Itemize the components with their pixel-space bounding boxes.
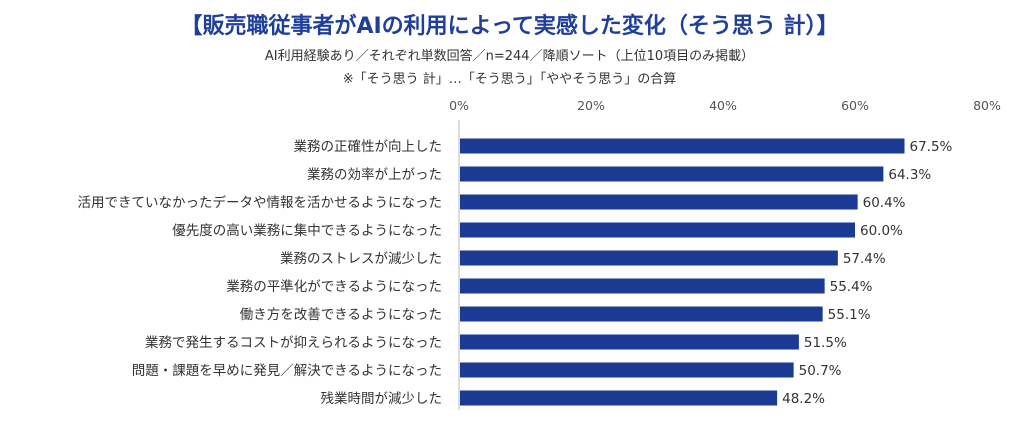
x-tick-label: 80% xyxy=(973,98,1001,113)
bar xyxy=(460,194,858,210)
bar xyxy=(460,278,825,294)
data-label: 60.4% xyxy=(863,195,906,211)
chart-subtitle: AI利用経験あり／それぞれ単数回答／n=244／降順ソート（上位10項目のみ掲載… xyxy=(264,49,755,64)
x-tick-label: 40% xyxy=(709,98,737,113)
data-label: 64.3% xyxy=(888,167,931,183)
x-tick-label: 20% xyxy=(577,98,605,113)
chart-note: ※「そう思う 計」…「そう思う」「ややそう思う」の合算 xyxy=(342,72,677,87)
data-label: 55.4% xyxy=(830,279,873,295)
category-label: 業務の平準化ができるようになった xyxy=(226,279,442,295)
data-label: 57.4% xyxy=(843,251,886,267)
bar xyxy=(460,222,855,238)
x-tick-label: 60% xyxy=(841,98,869,113)
data-label: 67.5% xyxy=(910,139,953,155)
chart-title: 【販売職従事者がAIの利用によって実感した変化（そう思う 計）】 xyxy=(180,14,839,39)
category-label: 残業時間が減少した xyxy=(321,390,443,407)
bar xyxy=(460,334,799,350)
bar xyxy=(460,390,778,406)
category-label: 優先度の高い業務に集中できるようになった xyxy=(172,222,442,239)
category-label: 業務の正確性が向上した xyxy=(294,139,443,155)
category-label: 業務で発生するコストが抑えられるようになった xyxy=(145,335,442,351)
bar xyxy=(460,362,794,378)
category-label: 問題・課題を早めに発見／解決できるようになった xyxy=(132,363,442,379)
data-label: 55.1% xyxy=(828,307,871,323)
data-label: 48.2% xyxy=(782,391,825,407)
category-label: 活用できていなかったデータや情報を活かせるようになった xyxy=(78,194,443,211)
category-label: 業務の効率が上がった xyxy=(307,166,442,183)
data-label: 60.0% xyxy=(860,223,903,239)
bar xyxy=(460,138,905,154)
category-label: 業務のストレスが減少した xyxy=(280,250,442,267)
category-label: 働き方を改善できるようになった xyxy=(240,307,442,323)
bar xyxy=(460,166,884,182)
data-label: 51.5% xyxy=(804,335,847,351)
x-tick-label: 0% xyxy=(449,98,469,113)
data-label: 50.7% xyxy=(799,363,842,379)
bar xyxy=(460,306,823,322)
bar xyxy=(460,250,838,266)
